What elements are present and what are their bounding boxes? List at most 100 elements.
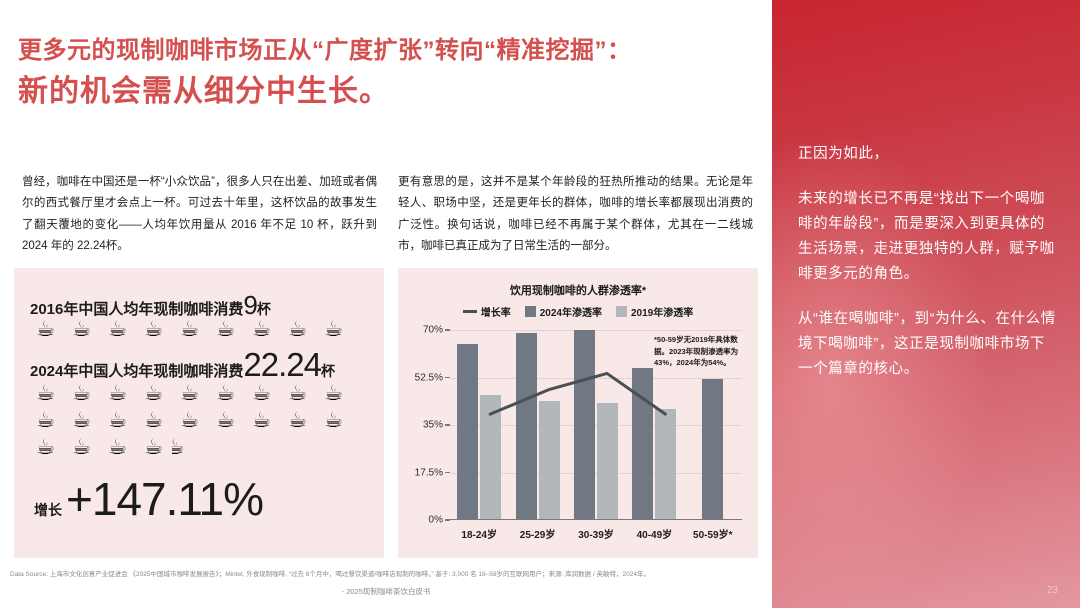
right-panel-paragraph-2: 未来的增长已不再是“找出下一个喝咖啡的年龄段”，而是要深入到更具体的生活场景，走…: [798, 190, 1055, 282]
coffee-cup-icon: ☕: [72, 408, 91, 432]
legend-item-growth-rate: 增长率: [462, 304, 511, 319]
bar-swatch-2019-icon: [616, 306, 627, 317]
chart-plot-inner: 0% 17.5% 35% 52.5% 70% 18-24岁 25-29岁 30-39岁 40-4…: [415, 325, 742, 541]
legend-label-2019: 2019年渗透率: [631, 308, 694, 319]
coffee-cup-icon: ☕: [324, 317, 343, 341]
growth-value: +147.11%: [66, 473, 264, 525]
chart-bar-group: 40-49岁: [625, 330, 683, 541]
y-axis-tick-mark: [445, 471, 450, 473]
bar-2024: [632, 368, 654, 520]
bar-2019: [538, 400, 560, 520]
y-axis-tick-mark: [445, 329, 450, 331]
coffee-cup-icon: ☕: [108, 317, 127, 341]
coffee-cup-icon: ☕: [72, 381, 91, 405]
coffee-cup-icon: ☕: [252, 408, 271, 432]
coffee-cup-icon: ☕: [180, 381, 199, 405]
x-axis-tick-label: 25-29岁: [519, 530, 556, 541]
coffee-cup-icon: ☕: [216, 317, 235, 341]
bar-2019: [655, 408, 677, 520]
chart-bar-group: 18-24岁: [450, 330, 508, 541]
coffee-cup-icon: ☕: [288, 381, 307, 405]
chart-gridline: [450, 472, 742, 474]
cup-pictograph-2024: ☕ ☕ ☕ ☕ ☕ ☕ ☕ ☕ ☕ ☕ ☕ ☕ ☕ ☕ ☕ ☕ ☕ ☕ ☕ ☕ ☕ ☕ ☕: [28, 380, 351, 461]
bar-2024: [702, 378, 724, 520]
y-axis-tick-label: 52.5%: [414, 372, 443, 383]
right-panel-paragraph-3: 从“谁在喝咖啡”，到“为什么、在什么情境下喝咖啡”，这正是现制咖啡市场下一个篇章…: [798, 310, 1056, 377]
legend-label-2024: 2024年渗透率: [539, 308, 602, 319]
bar-2019: [480, 395, 502, 520]
coffee-cup-icon: ☕: [72, 317, 91, 341]
coffee-cup-icon: ☕: [144, 435, 163, 459]
chart-title: 饮用现制咖啡的人群渗透率*: [509, 285, 647, 297]
coffee-cup-icon: ☕: [144, 408, 163, 432]
coffee-cup-icon: ☕: [108, 381, 127, 405]
footer-whitepaper-label: - 2025现制咖啡茶饮白皮书: [341, 587, 431, 596]
headline-line-1: 更多元的现制咖啡市场正从“广度扩张”转向“精准挖掘”：: [18, 37, 632, 64]
growth-stat: 增长 +147.11%: [34, 473, 264, 525]
y-axis-tick-label: 70%: [422, 324, 443, 336]
page-number: 23: [1046, 585, 1058, 596]
bar-2019: [596, 403, 618, 520]
body-paragraph-right: 更有意思的是，这并不是某个年龄段的狂热所推动的结果。无论是年轻人、职场中坚，还是…: [398, 176, 753, 252]
right-panel-paragraph-1: 正因为如此，: [798, 146, 889, 162]
coffee-cup-icon: ☕: [252, 381, 271, 405]
y-axis-tick-mark: [445, 424, 450, 426]
body-paragraph-left: 曾经，咖啡在中国还是一杯“小众饮品”，很多人只在出差、加班或者偶尔的西式餐厅里才…: [22, 176, 377, 252]
cup-row: ☕ ☕ ☕ ☕ ☕ ☕ ☕ ☕ ☕: [28, 407, 351, 434]
y-axis-tick-label: 35%: [422, 419, 443, 431]
right-red-panel: 正因为如此， 未来的增长已不再是“找出下一个喝咖啡的年龄段”，而是要深入到更具体的…: [772, 0, 1080, 608]
footer-data-source: Data Source: 上海市文化创意产业促进会 《2025中国城市咖啡发展报…: [10, 571, 650, 578]
coffee-cup-icon: ☕: [324, 381, 343, 405]
consumption-stat-card: 2016年中国人均年现制咖啡消费 9 杯 ☕ ☕ ☕ ☕ ☕ ☕ ☕ ☕ ☕ 2024年中国人均…: [14, 268, 384, 558]
growth-label: 增长: [34, 502, 62, 518]
bar-2024: [515, 332, 537, 520]
chart-gridline: [450, 330, 742, 331]
penetration-chart-card: 饮用现制咖啡的人群渗透率* 增长率 2024年渗透率 2019年渗透率 0% 17…: [398, 268, 758, 558]
cup-row: ☕ ☕ ☕ ☕ ☕: [28, 434, 351, 461]
coffee-cup-icon: ☕: [288, 408, 307, 432]
chart-gridline: [450, 425, 742, 426]
coffee-cup-icon: ☕: [36, 408, 55, 432]
stat-2024-unit: 杯: [320, 363, 335, 379]
coffee-cup-icon: ☕: [216, 408, 235, 432]
growth-rate-polyline: [488, 371, 667, 416]
coffee-cup-icon: ☕: [180, 317, 199, 341]
coffee-cup-icon: ☕: [216, 381, 235, 405]
coffee-cup-partial-icon: ☕: [172, 435, 185, 459]
chart-x-axis: [446, 518, 742, 520]
stat-row-2024: 2024年中国人均年现制咖啡消费 22.24 杯: [14, 346, 335, 384]
line-swatch-icon: [462, 310, 477, 313]
x-axis-tick-label: 50-59岁*: [693, 530, 733, 541]
cup-row: ☕ ☕ ☕ ☕ ☕ ☕ ☕ ☕ ☕: [28, 380, 351, 407]
coffee-cup-icon: ☕: [324, 408, 343, 432]
headline-line-2: 新的机会需从细分中生长。: [18, 75, 390, 108]
x-axis-tick-label: 30-39岁: [578, 530, 614, 541]
coffee-cup-icon: ☕: [108, 408, 127, 432]
x-axis-tick-label: 40-49岁: [636, 530, 673, 541]
coffee-cup-icon: ☕: [144, 317, 163, 341]
page-title: 更多元的现制咖啡市场正从“广度扩张”转向“精准挖掘”： 新的机会需从细分中生长。: [18, 36, 758, 111]
legend-item-2024: 2024年渗透率: [524, 304, 602, 319]
coffee-cup-icon: ☕: [144, 381, 163, 405]
stat-row-2016: 2016年中国人均年现制咖啡消费 9 杯: [14, 290, 271, 321]
stat-2016-value: 9: [243, 290, 258, 320]
coffee-cup-icon: ☕: [72, 435, 91, 459]
coffee-cup-icon: ☕: [252, 317, 271, 341]
x-axis-tick-label: 18-24岁: [461, 530, 497, 541]
growth-rate-line: [488, 371, 667, 416]
y-axis-tick-label: 17.5%: [414, 467, 443, 478]
coffee-cup-icon: ☕: [36, 381, 55, 405]
main-content-area: 更多元的现制咖啡市场正从“广度扩张”转向“精准挖掘”： 新的机会需从细分中生长。…: [10, 36, 758, 596]
chart-bar-group: 25-29岁: [508, 330, 566, 541]
chart-annotation: *50-59岁无2019年具体数据。2023年现制渗透率为43%，2024年为5…: [654, 335, 739, 368]
coffee-cup-icon: ☕: [108, 435, 127, 459]
stat-2024-value: 22.24: [243, 346, 322, 383]
coffee-cup-icon: ☕: [36, 435, 55, 459]
coffee-cup-icon: ☕: [36, 317, 55, 341]
stat-2016-label: 2016年中国人均年现制咖啡消费: [30, 301, 244, 318]
legend-label-growth-rate: 增长率: [480, 308, 511, 319]
stat-2016-unit: 杯: [256, 301, 271, 317]
bar-2024: [457, 343, 479, 520]
stat-2024-label: 2024年中国人均年现制咖啡消费: [30, 363, 244, 380]
